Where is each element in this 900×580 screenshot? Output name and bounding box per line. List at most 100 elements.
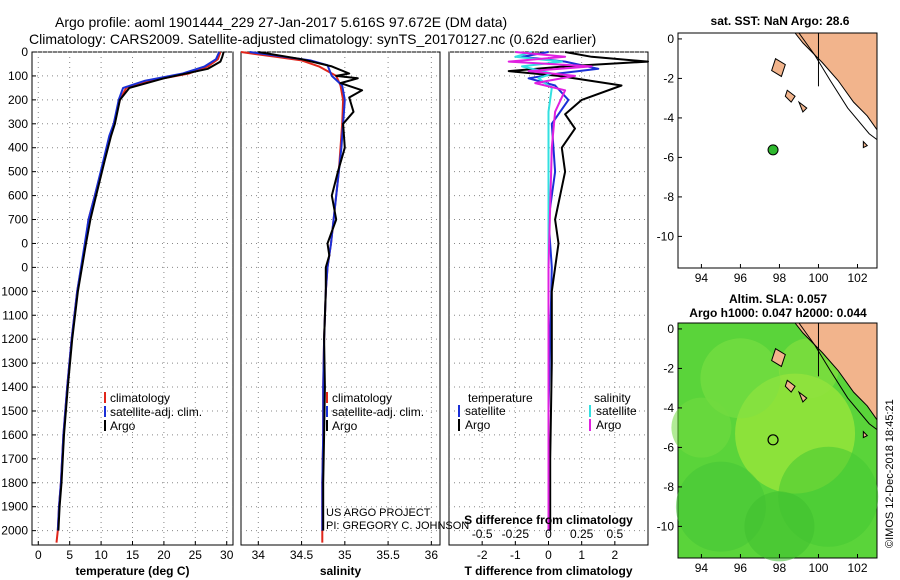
island	[784, 379, 796, 393]
sla-patch	[700, 338, 781, 419]
depth-tick-label: 200	[8, 93, 28, 107]
depth-tick-label: 1900	[1, 500, 28, 514]
depth-tick-label: 0	[21, 260, 28, 274]
header-line-1: Argo profile: aoml 1901444_229 27-Jan-20…	[55, 14, 507, 30]
sumatra-land	[794, 322, 878, 422]
depth-tick-label: 1600	[1, 428, 28, 442]
island	[771, 57, 786, 78]
island	[862, 140, 869, 149]
map-y-tick-label: -4	[663, 401, 674, 415]
sst-map-title: sat. SST: NaN Argo: 28.6	[711, 14, 850, 28]
map-y-tick-label: 0	[667, 322, 674, 336]
depth-tick-label: 500	[8, 165, 28, 179]
map-x-tick-label: 102	[847, 271, 867, 285]
map-y-tick-label: -2	[663, 361, 674, 375]
x-tick-label: -1	[510, 548, 521, 562]
legend-title-temperature: temperature	[468, 391, 533, 405]
sla-patch	[671, 397, 732, 458]
x-tick-label: 35	[338, 548, 352, 562]
map-x-tick-label: 100	[808, 271, 828, 285]
depth-tick-label: 1700	[1, 452, 28, 466]
x-tick-label-secondary: 0.5	[606, 527, 623, 541]
map-y-tick-label: -2	[663, 71, 674, 85]
depth-tick-label: 0	[21, 236, 28, 250]
x-tick-label: -2	[477, 548, 488, 562]
map-y-tick-label: -4	[663, 111, 674, 125]
sla-map-title-2: Argo h1000: 0.047 h2000: 0.044	[689, 306, 867, 320]
map-y-tick-label: -6	[663, 150, 674, 164]
series-line-s-argo	[507, 51, 593, 531]
map-y-tick-label: -10	[657, 519, 675, 533]
depth-tick-label: 0	[21, 45, 28, 59]
island	[797, 390, 808, 403]
header-line-2: Climatology: CARS2009. Satellite-adjuste…	[29, 31, 596, 47]
legend-label: Argo	[332, 419, 358, 433]
x-axis-label-secondary: S difference from climatology	[464, 513, 633, 527]
legend-label: climatology	[332, 391, 392, 405]
series-line-argo	[57, 51, 225, 531]
depth-tick-label: 100	[8, 69, 28, 83]
series-line-argo	[258, 51, 364, 531]
map-y-tick-label: -8	[663, 190, 674, 204]
x-tick-label: 30	[220, 548, 234, 562]
map-x-tick-label: 96	[734, 271, 748, 285]
x-tick-label: 34	[252, 548, 266, 562]
depth-tick-label: 300	[8, 117, 28, 131]
legend-label: climatology	[110, 391, 170, 405]
legend-title-salinity: salinity	[594, 391, 631, 405]
island	[784, 89, 796, 103]
depth-tick-label: 400	[8, 141, 28, 155]
depth-tick-label: 1300	[1, 356, 28, 370]
x-tick-label: 5	[66, 548, 73, 562]
legend-label: satellite-adj. clim.	[332, 405, 424, 419]
depth-tick-label: 700	[8, 213, 28, 227]
depth-tick-label: 2000	[1, 524, 28, 538]
legend-label: Argo	[596, 418, 622, 432]
legend-label: satellite-adj. clim.	[110, 405, 202, 419]
map-x-tick-label: 102	[847, 561, 867, 575]
difference-panel: -2 -1 0 1 2 T difference from climatology temp…	[448, 51, 649, 578]
x-axis-label: salinity	[320, 564, 362, 578]
legend-label: Argo	[110, 419, 136, 433]
x-tick-label: 15	[126, 548, 140, 562]
depth-tick-label: 1000	[1, 284, 28, 298]
depth-tick-label: 1200	[1, 332, 28, 346]
credit-imos: ©IMOS 12-Dec-2018 18:45:21	[884, 399, 896, 548]
x-axis-label: T difference from climatology	[464, 564, 632, 578]
x-tick-label: 1	[578, 548, 585, 562]
x-tick-label-secondary: -0.25	[502, 527, 530, 541]
map-x-tick-label: 94	[695, 271, 709, 285]
map-x-tick-label: 100	[808, 561, 828, 575]
argo-location-marker	[767, 434, 779, 446]
credit-project: US ARGO PROJECT	[326, 507, 431, 519]
bathymetry-contour	[798, 322, 878, 431]
series-line-satellite-adj-clim-	[249, 51, 346, 531]
salinity-panel: 34 34.5 35 35.5 36 salinity climatologysatelli…	[240, 51, 441, 578]
x-tick-label-secondary: 0	[545, 527, 552, 541]
x-tick-label: 0	[35, 548, 42, 562]
credit-pi: PI: GREGORY C. JOHNSON	[326, 520, 469, 532]
x-tick-label: 34.5	[290, 548, 314, 562]
x-tick-label: 0	[545, 548, 552, 562]
sla-map-title-1: Altim. SLA: 0.057	[729, 292, 827, 306]
map-x-tick-label: 94	[695, 561, 709, 575]
depth-tick-label: 1400	[1, 380, 28, 394]
depth-tick-label: 1500	[1, 404, 28, 418]
depth-axis: 0 100 200 300 400 500 600 700 0 0 1000 1100 1200 1300…	[1, 45, 36, 538]
legend-label: satellite	[596, 404, 637, 418]
island	[771, 347, 786, 368]
legend-label: Argo	[465, 418, 491, 432]
plot-frame	[240, 51, 441, 546]
x-tick-label: 25	[189, 548, 203, 562]
x-tick-label-secondary: 0.25	[570, 527, 594, 541]
map-x-tick-label: 96	[734, 561, 748, 575]
x-axis-label: temperature (deg C)	[75, 564, 189, 578]
x-tick-label: 10	[94, 548, 108, 562]
depth-tick-label: 600	[8, 189, 28, 203]
map-y-tick-label: 0	[667, 32, 674, 46]
depth-tick-label: 1100	[2, 308, 28, 322]
temperature-panel: 0 5 10 15 20 25 30 temperature (deg C) climatolo…	[31, 51, 234, 578]
sumatra-land	[794, 32, 878, 132]
x-tick-label: 2	[611, 548, 618, 562]
